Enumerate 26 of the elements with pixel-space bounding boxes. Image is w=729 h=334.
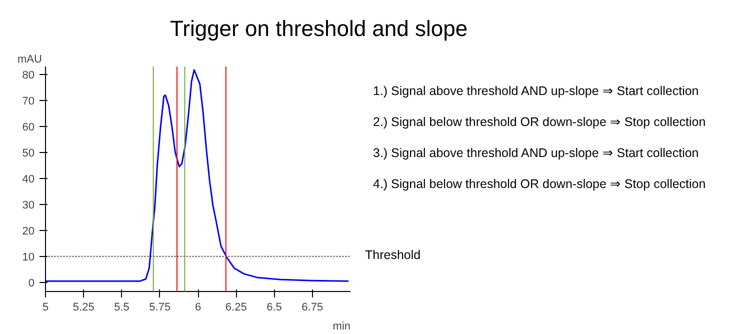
x-tick-label: 6.75	[302, 302, 324, 314]
y-tick-label: 40	[22, 173, 35, 186]
y-tick-label: 20	[22, 225, 35, 238]
y-axis-title: mAU	[18, 54, 42, 66]
ref-line-label: Threshold	[365, 247, 421, 264]
x-tick-label: 5.5	[114, 302, 130, 314]
x-tick-label: 6.25	[225, 302, 247, 314]
text: 1.) Signal above threshold AND up-slope ⇒ Start collection	[373, 83, 700, 100]
y-tick-label: 10	[22, 251, 35, 264]
y-tick-label: 0	[28, 277, 35, 290]
chart-title: Trigger on threshold and slope	[170, 15, 468, 43]
text: 2.) Signal below threshold OR down-slope ⇒ Stop collection	[373, 114, 706, 131]
text: 4.) Signal below threshold OR down-slope ⇒ Stop collection	[373, 176, 706, 193]
x-tick-label: 5	[42, 302, 49, 314]
x-tick-label: 6	[194, 302, 202, 314]
line-series	[46, 69, 350, 282]
x-tick-label: 6.5	[266, 302, 282, 314]
y-tick-label: 80	[22, 69, 35, 82]
y-tick-label: 30	[22, 199, 35, 212]
x-tick-label: 5.25	[72, 302, 94, 314]
y-tick-label: 70	[22, 95, 35, 108]
x-tick-label: 5.75	[149, 302, 171, 314]
y-tick-label: 60	[22, 121, 35, 134]
x-axis-title: min	[332, 320, 351, 332]
y-tick-label: 50	[22, 147, 35, 160]
text: 3.) Signal above threshold AND up-slope ⇒ Start collection	[373, 144, 700, 162]
